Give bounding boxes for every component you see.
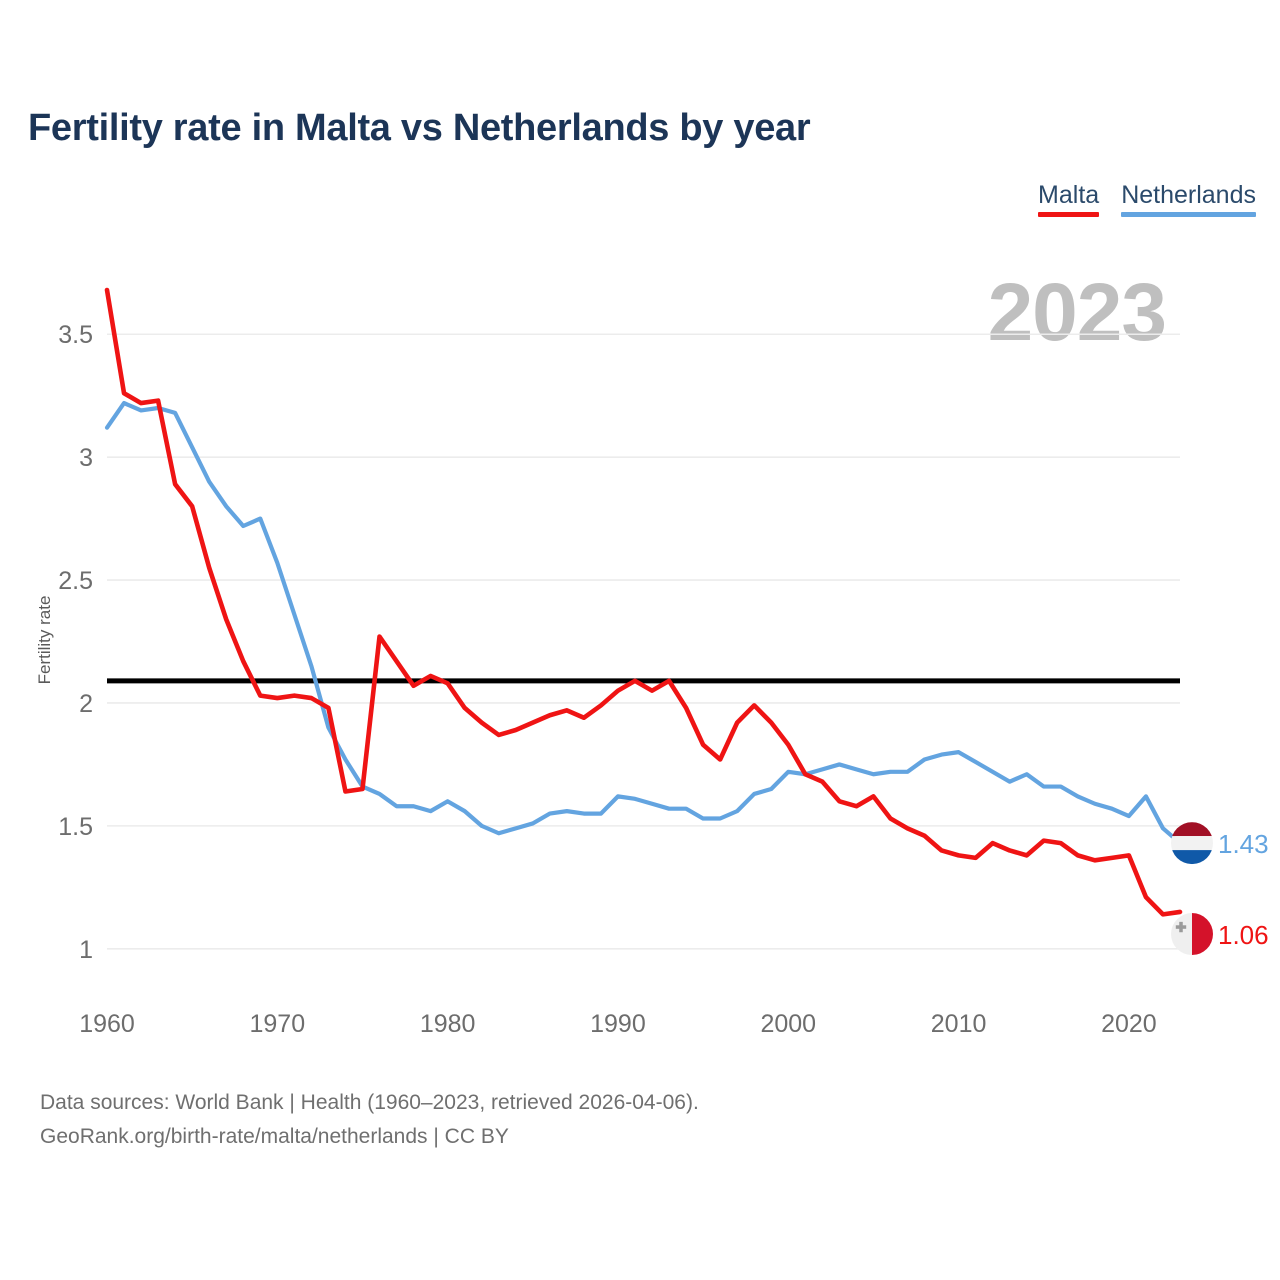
malta-flag-icon	[1171, 913, 1213, 956]
y-axis-tick-label: 2.5	[58, 567, 93, 595]
footer-attribution: Data sources: World Bank | Health (1960–…	[40, 1086, 699, 1154]
legend-item-malta[interactable]: Malta	[1038, 181, 1100, 217]
y-axis-tick-label: 2	[79, 690, 93, 718]
footer-line-2: GeoRank.org/birth-rate/malta/netherlands…	[40, 1125, 509, 1149]
x-axis-tick-label: 2010	[931, 1010, 987, 1038]
x-axis-tick-label: 1970	[250, 1010, 306, 1038]
legend-item-netherlands[interactable]: Netherlands	[1121, 182, 1256, 217]
x-axis-tick-label: 1990	[590, 1010, 646, 1038]
footer-line-1: Data sources: World Bank | Health (1960–…	[40, 1091, 699, 1114]
gridlines-group	[107, 333, 1180, 950]
y-axis-tick-labels: 1 1.5 2 2.5 3 3.5	[58, 321, 93, 964]
x-axis-tick-label: 2020	[1101, 1010, 1157, 1038]
y-axis-tick-label: 3.5	[58, 321, 93, 349]
legend-label-malta: Malta	[1038, 181, 1100, 209]
endpoint-label-netherlands: 1.43	[1218, 829, 1269, 859]
line-series-malta	[104, 287, 1183, 917]
line-series-netherlands	[104, 400, 1183, 846]
y-axis-title: Fertility rate	[35, 596, 54, 685]
chart-legend: Malta Netherlands	[1038, 182, 1256, 217]
y-axis-tick-label: 1.5	[58, 813, 93, 841]
legend-label-netherlands: Netherlands	[1121, 181, 1256, 209]
page-title: Fertility rate in Malta vs Netherlands b…	[28, 107, 811, 149]
legend-swatch-malta	[1038, 212, 1100, 217]
x-axis-tick-labels: 1960 1970 1980 1990 2000 2010 2020	[79, 1010, 1157, 1038]
x-axis-tick-label: 2000	[760, 1010, 816, 1038]
netherlands-flag-icon	[1171, 822, 1213, 865]
x-axis-tick-label: 1980	[420, 1010, 476, 1038]
y-axis-tick-label: 1	[79, 936, 93, 964]
x-axis-tick-label: 1960	[79, 1010, 135, 1038]
legend-swatch-netherlands	[1121, 212, 1256, 217]
endpoint-label-malta: 1.06	[1218, 920, 1269, 950]
chart-plot-area: 1 1.5 2 2.5 3 3.5 1960 1970 1980 1990 2000 2010 202…	[35, 287, 1269, 1038]
y-axis-tick-label: 3	[79, 444, 93, 472]
